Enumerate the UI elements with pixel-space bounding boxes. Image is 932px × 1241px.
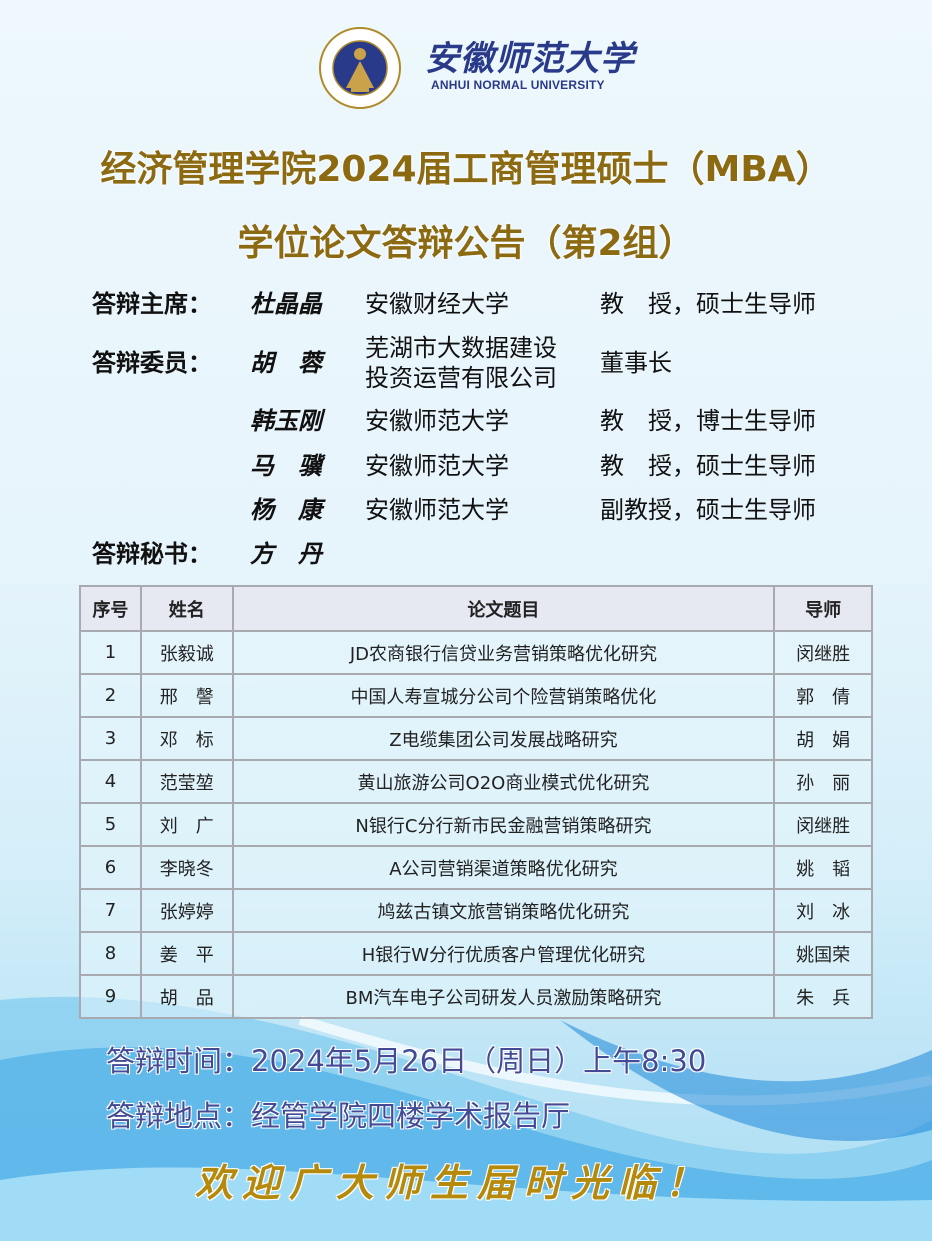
member-name: 马 骥: [250, 451, 322, 480]
cell-advisor: 姚国荣: [773, 931, 873, 976]
university-wordmark: 安徽师范大学 ANHUI NORMAL UNIVERSITY: [425, 40, 635, 92]
header-index: 序号: [79, 585, 142, 632]
cell-advisor: 郭 倩: [773, 673, 873, 718]
member-org: 安徽师范大学: [365, 496, 509, 524]
cell-student-name: 姜 平: [139, 931, 234, 976]
table-header-row: 序号 姓名 论文题目 导师: [79, 585, 873, 632]
university-seal-logo: [319, 27, 401, 109]
table-row: 4 范莹堃 黄山旅游公司O2O商业模式优化研究孙 丽: [79, 759, 873, 804]
member-org: 安徽师范大学: [365, 452, 509, 480]
cell-index: 1: [79, 630, 142, 675]
cell-advisor: 胡 娟: [773, 716, 873, 761]
university-name-cn: 安徽师范大学: [425, 39, 635, 79]
thesis-table: 序号 姓名 论文题目 导师 1 张毅诚 JD农商银行信贷业务营销策略优化研究 闵继胜 2…: [79, 585, 873, 1019]
member-title: 董事长: [600, 349, 672, 377]
member-org: 安徽师范大学: [365, 407, 509, 435]
chair-title: 教 授，硕士生导师: [600, 290, 816, 318]
members-label: 答辩委员：: [92, 349, 212, 377]
member-title: 教 授，硕士生导师: [600, 452, 816, 480]
table-row: 1 张毅诚 JD农商银行信贷业务营销策略优化研究 闵继胜: [79, 630, 873, 675]
cell-student-name: 李晓冬: [139, 845, 234, 890]
cell-advisor: 朱 兵: [773, 974, 873, 1019]
member-title: 副教授，硕士生导师: [600, 496, 816, 524]
cell-thesis-title: Z电缆集团公司发展战略研究: [231, 716, 776, 761]
cell-thesis-title: A公司营销渠道策略优化研究: [231, 845, 776, 890]
cell-index: 7: [79, 888, 142, 933]
defense-time: 答辩时间：2024年5月26日（周日）上午8:30: [106, 1044, 707, 1078]
header-name: 姓名: [139, 585, 234, 632]
member-org-line2: 投资运营有限公司: [365, 364, 557, 392]
cell-index: 4: [79, 759, 142, 804]
member-org-line1: 芜湖市大数据建设: [365, 334, 557, 362]
cell-thesis-title: N银行C分行新市民金融营销策略研究: [231, 802, 776, 847]
cell-index: 2: [79, 673, 142, 718]
cell-student-name: 邓 标: [139, 716, 234, 761]
cell-index: 3: [79, 716, 142, 761]
header-advisor: 导师: [773, 585, 873, 632]
page-title-line2: 学位论文答辩公告（第2组）: [237, 223, 695, 264]
cell-advisor: 闵继胜: [773, 802, 873, 847]
cell-student-name: 邢 謦: [139, 673, 234, 718]
cell-thesis-title: BM汽车电子公司研发人员激励策略研究: [231, 974, 776, 1019]
cell-student-name: 张毅诚: [139, 630, 234, 675]
member-name: 韩玉刚: [250, 406, 322, 435]
member-name: 胡 蓉: [250, 348, 322, 377]
university-name-en: ANHUI NORMAL UNIVERSITY: [431, 78, 605, 92]
cell-index: 8: [79, 931, 142, 976]
cell-thesis-title: 中国人寿宣城分公司个险营销策略优化: [231, 673, 776, 718]
cell-thesis-title: H银行W分行优质客户管理优化研究: [231, 931, 776, 976]
chair-org: 安徽财经大学: [365, 290, 509, 318]
cell-student-name: 刘 广: [139, 802, 234, 847]
table-row: 7 张婷婷 鸠兹古镇文旅营销策略优化研究刘 冰: [79, 888, 873, 933]
cell-thesis-title: 鸠兹古镇文旅营销策略优化研究: [231, 888, 776, 933]
page-title-line1: 经济管理学院2024届工商管理硕士（MBA）: [100, 149, 832, 190]
cell-index: 9: [79, 974, 142, 1019]
cell-student-name: 张婷婷: [139, 888, 234, 933]
header-title: 论文题目: [231, 585, 776, 632]
cell-thesis-title: 黄山旅游公司O2O商业模式优化研究: [231, 759, 776, 804]
welcome-slogan: 欢迎广大师生届时光临！: [195, 1161, 713, 1205]
chair-label: 答辩主席：: [92, 290, 212, 318]
cell-thesis-title: JD农商银行信贷业务营销策略优化研究: [231, 630, 776, 675]
table-row: 6 李晓冬 A公司营销渠道策略优化研究姚 韬: [79, 845, 873, 890]
cell-advisor: 闵继胜: [773, 630, 873, 675]
cell-advisor: 孙 丽: [773, 759, 873, 804]
cell-index: 5: [79, 802, 142, 847]
cell-advisor: 姚 韬: [773, 845, 873, 890]
cell-index: 6: [79, 845, 142, 890]
secretary-name: 方 丹: [250, 539, 322, 568]
cell-student-name: 胡 品: [139, 974, 234, 1019]
cell-student-name: 范莹堃: [139, 759, 234, 804]
chair-name: 杜晶晶: [250, 289, 322, 318]
member-title: 教 授，博士生导师: [600, 407, 816, 435]
secretary-label: 答辩秘书：: [92, 540, 212, 568]
defense-location: 答辩地点：经管学院四楼学术报告厅: [106, 1099, 571, 1133]
member-name: 杨 康: [250, 495, 322, 524]
cell-advisor: 刘 冰: [773, 888, 873, 933]
